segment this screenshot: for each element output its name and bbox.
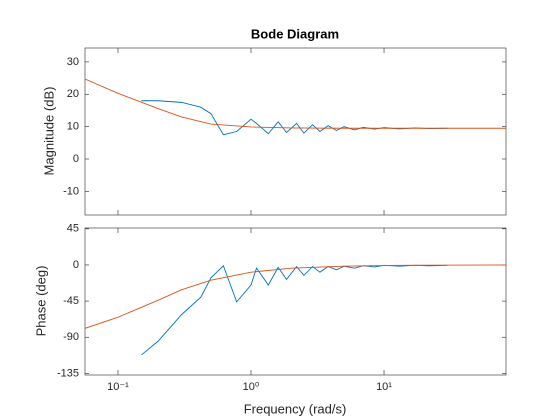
axes-box bbox=[84, 47, 507, 216]
y-tick-label: 10 bbox=[67, 121, 79, 133]
y-axis-label: Phase (deg) bbox=[33, 266, 48, 337]
y-axis-label: Magnitude (dB) bbox=[41, 87, 56, 176]
chart-title: Bode Diagram bbox=[251, 26, 339, 41]
y-tick-label: 0 bbox=[73, 153, 79, 165]
x-tick-label: 10⁰ bbox=[243, 381, 260, 393]
y-tick-label: -90 bbox=[63, 331, 79, 343]
y-tick-label: 0 bbox=[73, 259, 79, 271]
series-line bbox=[85, 264, 506, 329]
y-tick-label: -135 bbox=[57, 367, 79, 379]
axes-box bbox=[84, 227, 507, 376]
y-tick-label: 45 bbox=[67, 223, 79, 235]
x-tick-label: 10⁻¹ bbox=[107, 381, 129, 393]
y-tick-label: 20 bbox=[67, 88, 79, 100]
y-tick-label: 30 bbox=[67, 56, 79, 68]
y-tick-label: -10 bbox=[63, 185, 79, 197]
x-tick-label: 10¹ bbox=[376, 381, 392, 393]
series-line bbox=[85, 78, 506, 129]
y-tick-label: -45 bbox=[63, 295, 79, 307]
x-axis-label: Frequency (rad/s) bbox=[244, 401, 347, 416]
